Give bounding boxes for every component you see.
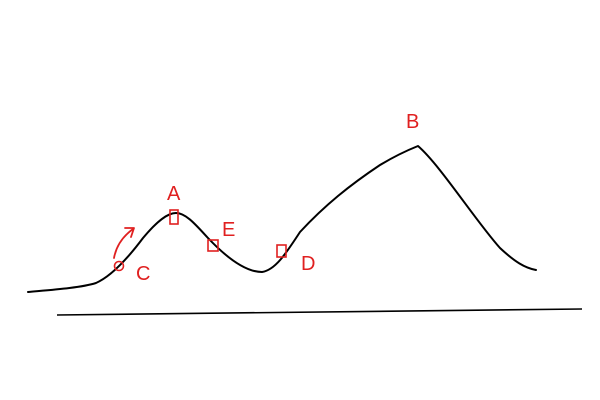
square-marker-icon [276, 244, 287, 258]
ground-line [56, 308, 583, 316]
curved-arrow-icon [113, 227, 135, 259]
square-marker-icon [207, 239, 219, 252]
label-b: B [406, 111, 419, 133]
circle-marker-icon [113, 260, 125, 272]
square-marker-icon [169, 209, 179, 225]
label-c: C [136, 263, 150, 285]
hill-curve [27, 145, 537, 293]
label-e: E [222, 219, 235, 241]
label-d: D [301, 253, 315, 275]
label-a: A [167, 183, 181, 205]
